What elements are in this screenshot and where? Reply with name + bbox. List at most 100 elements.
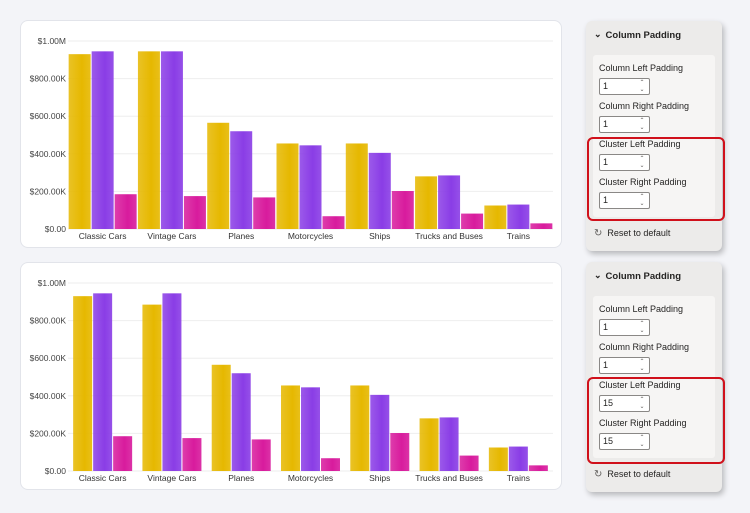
reset-icon: ↻ (594, 227, 603, 239)
bar[interactable] (439, 417, 459, 471)
x-tick-label: Planes (228, 231, 254, 241)
bar[interactable] (391, 191, 414, 229)
bar[interactable] (137, 51, 160, 230)
bar[interactable] (368, 152, 391, 229)
spin-up-icon[interactable]: ⌃ (639, 435, 645, 441)
bar[interactable] (301, 387, 320, 471)
bar[interactable] (114, 194, 137, 229)
cluster-right-padding-input[interactable]: 15 ⌃ ⌄ (599, 433, 650, 450)
cluster-right-padding-label: Cluster Right Padding (599, 418, 687, 428)
y-tick-label: $200.00K (30, 428, 67, 438)
column-left-padding-input[interactable]: 1 ⌃ ⌄ (599, 319, 650, 336)
column-left-padding-label: Column Left Padding (599, 304, 684, 314)
bar[interactable] (507, 204, 530, 229)
bar[interactable] (253, 197, 276, 229)
y-tick-label: $1.00M (38, 36, 66, 46)
chevron-down-icon: ⌄ (594, 28, 602, 39)
spin-up-icon[interactable]: ⌃ (639, 397, 645, 403)
cluster-left-padding-input[interactable]: 1 ⌃ ⌄ (599, 154, 650, 171)
section-title: Column Padding (605, 270, 682, 282)
bar[interactable] (276, 143, 299, 229)
bar[interactable] (370, 394, 390, 471)
spin-down-icon[interactable]: ⌄ (639, 404, 645, 410)
y-tick-label: $800.00K (30, 316, 67, 326)
x-tick-label: Ships (369, 231, 390, 241)
spin-up-icon[interactable]: ⌃ (639, 118, 645, 124)
chart-card-bottom[interactable]: $0.00 $200.00K $400.00K $600.00K $800.00K $1.… (20, 262, 562, 490)
cluster-left-padding-label: Cluster Left Padding (599, 380, 681, 390)
reset-to-default-button[interactable]: ↻ Reset to default (586, 221, 722, 245)
bar[interactable] (345, 143, 368, 229)
bar[interactable] (162, 293, 182, 471)
bar[interactable] (93, 293, 113, 471)
bar[interactable] (73, 296, 93, 471)
reset-label: Reset to default (607, 469, 671, 479)
bar[interactable] (160, 51, 183, 230)
spin-value: 1 (603, 119, 609, 129)
bar[interactable] (231, 373, 251, 471)
bar[interactable] (415, 176, 438, 229)
spin-down-icon[interactable]: ⌄ (639, 87, 645, 93)
bar[interactable] (419, 418, 439, 471)
spin-down-icon[interactable]: ⌄ (639, 125, 645, 131)
bar[interactable] (461, 213, 484, 229)
section-title: Column Padding (605, 29, 682, 41)
bar[interactable] (230, 131, 253, 229)
bar[interactable] (528, 465, 548, 471)
column-right-padding-input[interactable]: 1 ⌃ ⌄ (599, 116, 650, 133)
y-tick-label: $600.00K (30, 353, 67, 363)
column-right-padding-input[interactable]: 1 ⌃ ⌄ (599, 357, 650, 374)
bar[interactable] (322, 216, 345, 229)
x-tick-label: Trains (507, 473, 530, 483)
section-header[interactable]: ⌄ Column Padding (586, 262, 722, 290)
spin-up-icon[interactable]: ⌃ (639, 156, 645, 162)
bar[interactable] (321, 458, 340, 471)
y-tick-label: $0.00 (45, 224, 67, 234)
spin-down-icon[interactable]: ⌄ (639, 201, 645, 207)
format-panel-top: ⌄ Column Padding Column Left Padding 1 ⌃ ⌄… (586, 21, 722, 251)
bar[interactable] (281, 385, 300, 471)
spin-value: 15 (603, 436, 614, 446)
bar[interactable] (438, 175, 461, 229)
bar[interactable] (182, 438, 202, 471)
cluster-right-padding-input[interactable]: 1 ⌃ ⌄ (599, 192, 650, 209)
bar[interactable] (488, 447, 508, 472)
bar-chart-top: $0.00 $200.00K $400.00K $600.00K $800.00K $1.… (30, 36, 553, 241)
bar[interactable] (68, 54, 91, 229)
chevron-down-icon: ⌄ (594, 269, 602, 280)
section-header[interactable]: ⌄ Column Padding (586, 21, 722, 49)
reset-icon: ↻ (594, 468, 603, 480)
bar[interactable] (207, 122, 230, 229)
spin-up-icon[interactable]: ⌃ (639, 80, 645, 86)
cluster-left-padding-input[interactable]: 15 ⌃ ⌄ (599, 395, 650, 412)
spin-up-icon[interactable]: ⌃ (639, 321, 645, 327)
bar[interactable] (530, 223, 553, 229)
spin-down-icon[interactable]: ⌄ (639, 442, 645, 448)
spin-down-icon[interactable]: ⌄ (639, 366, 645, 372)
spin-up-icon[interactable]: ⌃ (639, 359, 645, 365)
bar[interactable] (211, 364, 231, 471)
bar[interactable] (142, 304, 162, 471)
bar[interactable] (350, 385, 370, 471)
bar[interactable] (390, 433, 410, 471)
bar[interactable] (299, 145, 322, 229)
spin-value: 15 (603, 398, 614, 408)
spin-up-icon[interactable]: ⌃ (639, 194, 645, 200)
x-tick-label: Planes (228, 473, 254, 483)
column-left-padding-input[interactable]: 1 ⌃ ⌄ (599, 78, 650, 95)
chart-card-top[interactable]: $0.00 $200.00K $400.00K $600.00K $800.00K $1.… (20, 20, 562, 248)
bar[interactable] (91, 51, 114, 230)
padding-settings: Column Left Padding 1 ⌃ ⌄ Column Right Pad… (593, 296, 715, 458)
bar[interactable] (508, 446, 528, 471)
bar[interactable] (251, 439, 271, 471)
bar[interactable] (113, 436, 133, 471)
spin-value: 1 (603, 81, 609, 91)
x-tick-label: Vintage Cars (147, 231, 196, 241)
spin-down-icon[interactable]: ⌄ (639, 163, 645, 169)
bar[interactable] (459, 455, 479, 471)
reset-to-default-button[interactable]: ↻ Reset to default (586, 462, 722, 486)
format-panel-bottom: ⌄ Column Padding Column Left Padding 1 ⌃ ⌄… (586, 262, 722, 492)
bar[interactable] (484, 205, 507, 230)
bar[interactable] (183, 196, 206, 229)
spin-down-icon[interactable]: ⌄ (639, 328, 645, 334)
